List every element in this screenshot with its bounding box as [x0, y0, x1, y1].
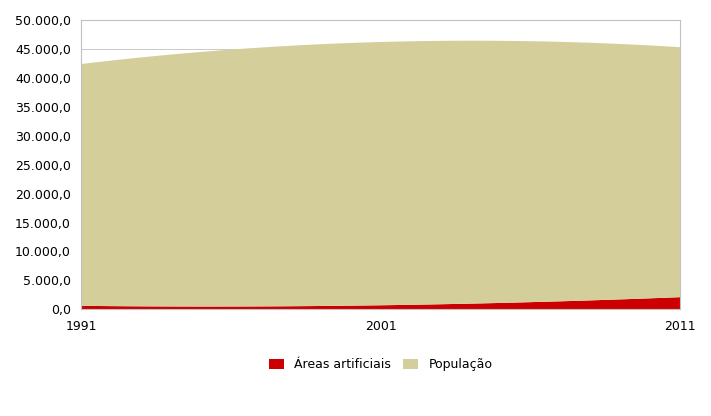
Legend: Áreas artificiais, População: Áreas artificiais, População [264, 353, 498, 376]
